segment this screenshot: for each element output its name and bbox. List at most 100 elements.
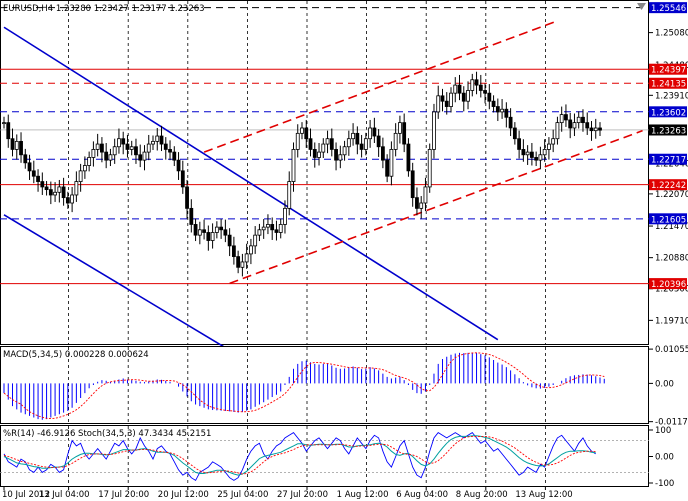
macd-tick-label: 0.01055: [655, 345, 688, 355]
red-channel-lower: [229, 129, 643, 285]
candle-body: [427, 149, 432, 188]
candle-body: [415, 197, 419, 209]
level-tag-label: 1.25546: [651, 4, 686, 14]
candle-body: [598, 127, 602, 131]
candle-body: [155, 135, 160, 142]
level-tag: [649, 77, 687, 89]
candle-body: [163, 143, 168, 150]
candle-body: [65, 197, 70, 204]
price-panel[interactable]: [0, 0, 649, 345]
level-tag-label: 1.23602: [651, 108, 686, 118]
candle-body: [346, 138, 351, 148]
candle-body: [538, 154, 543, 161]
candle-body: [542, 149, 547, 156]
candle-body: [193, 224, 198, 236]
candle-body: [53, 191, 57, 196]
candle-body: [283, 207, 287, 225]
candle-body: [266, 224, 270, 228]
candle-body: [270, 224, 275, 231]
candle-body: [300, 127, 304, 134]
candle-body: [168, 149, 172, 153]
candle-body: [197, 229, 202, 236]
candle-body: [61, 186, 66, 199]
candle-body: [385, 159, 390, 177]
candle-body: [593, 127, 598, 132]
symbol-ohlc-label: EURUSD,H4 1.23280 1.23427 1.23177 1.2326…: [3, 4, 205, 14]
candle-body: [406, 143, 411, 172]
candle-body: [534, 157, 539, 161]
candle-body: [500, 108, 504, 113]
candle-body: [478, 84, 483, 91]
candle-body: [291, 149, 296, 182]
candles: [2, 71, 602, 277]
candle-body: [457, 84, 462, 94]
osc-tick-label: 100: [655, 426, 671, 436]
candle-body: [87, 157, 92, 166]
blue-channel-lower: [3, 214, 226, 349]
candle-body: [159, 135, 164, 145]
candle-body: [547, 143, 551, 150]
osc-tick-label: -100: [655, 479, 674, 489]
candle-body: [57, 186, 62, 193]
candle-body: [23, 154, 28, 164]
candle-body: [402, 122, 407, 145]
candle-body: [172, 151, 177, 161]
candle-body: [321, 143, 326, 153]
candle-body: [104, 151, 109, 161]
candle-body: [564, 114, 568, 121]
candle-body: [36, 175, 40, 182]
candle-body: [100, 143, 104, 153]
candle-body: [410, 170, 415, 199]
level-tag-label: 1.22242: [651, 181, 686, 191]
candle-body: [278, 224, 283, 233]
candle-body: [74, 181, 79, 196]
candle-body: [436, 95, 441, 113]
candle-body: [95, 143, 100, 150]
time-tick-label: 17 Jul 20:00: [98, 490, 149, 500]
time-tick-label: 27 Jul 20:00: [277, 490, 328, 500]
level-tag: [649, 2, 687, 14]
candle-body: [14, 140, 19, 150]
level-tag: [649, 179, 687, 191]
current-price-label: 1.23263: [651, 126, 686, 136]
candle-body: [525, 151, 530, 156]
candle-body: [440, 95, 445, 102]
candle-body: [589, 127, 594, 132]
candle-body: [236, 256, 241, 268]
candle-body: [551, 138, 556, 145]
price-tick-label: 1.19710: [655, 316, 688, 326]
level-tag: [649, 106, 687, 118]
candle-body: [2, 122, 6, 125]
candle-body: [308, 138, 313, 150]
candle-body: [355, 132, 360, 145]
time-tick-label: 13 Aug 12:00: [515, 490, 572, 500]
candle-body: [508, 116, 513, 129]
oscillator-grid: [0, 426, 649, 487]
window-close-icon[interactable]: [637, 3, 646, 10]
trendlines: [3, 20, 643, 349]
candle-body: [393, 132, 398, 150]
candle-body: [112, 146, 117, 156]
osc-tick-label: 0.00: [655, 453, 674, 463]
candle-body: [334, 149, 338, 161]
candle-body: [257, 229, 262, 236]
candle-body: [568, 119, 573, 129]
oscillator-panel[interactable]: [0, 425, 649, 487]
candle-body: [351, 132, 355, 140]
candle-body: [129, 146, 134, 150]
candle-body: [185, 186, 189, 209]
level-tag: [649, 278, 687, 290]
candle-body: [423, 186, 428, 204]
candle-body: [325, 138, 330, 145]
candle-body: [180, 170, 185, 188]
candle-body: [176, 159, 181, 172]
blue-channel-upper: [3, 26, 499, 341]
level-tag-label: 1.24397: [651, 66, 686, 76]
candle-body: [202, 229, 206, 233]
candle-body: [134, 146, 138, 156]
oscillator-axis: 100 0.00 -100: [649, 426, 674, 489]
candle-body: [495, 106, 500, 113]
time-tick-label: 20 Jul 12:00: [158, 490, 209, 500]
